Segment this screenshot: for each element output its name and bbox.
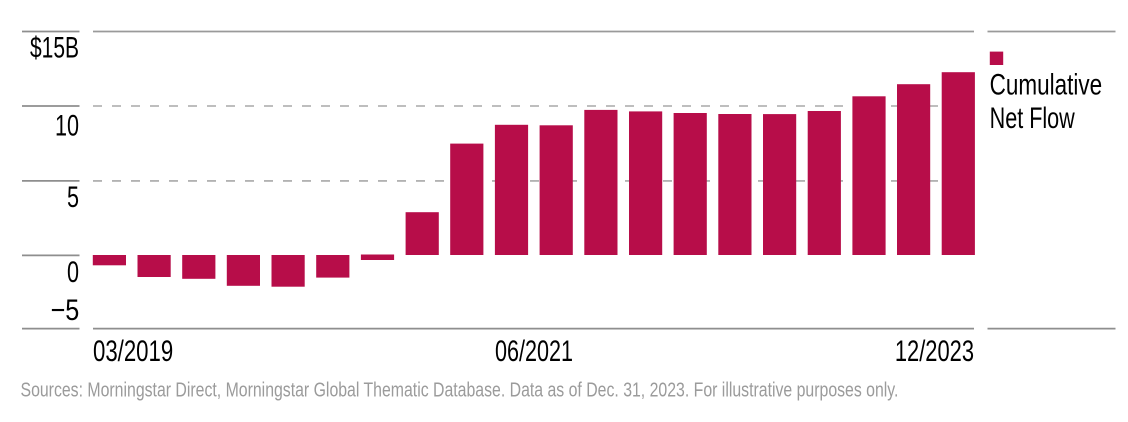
svg-text:06/2021: 06/2021 bbox=[495, 333, 573, 367]
svg-text:−5: −5 bbox=[51, 293, 80, 327]
svg-text:$15B: $15B bbox=[30, 32, 79, 64]
svg-text:12/2023: 12/2023 bbox=[895, 334, 974, 368]
svg-text:Cumulative: Cumulative bbox=[990, 67, 1102, 101]
svg-text:5: 5 bbox=[67, 179, 79, 213]
svg-text:Sources: Morningstar Direct, M: Sources: Morningstar Direct, Morningstar… bbox=[21, 379, 899, 401]
svg-text:Net Flow: Net Flow bbox=[990, 100, 1075, 134]
svg-text:0: 0 bbox=[67, 254, 79, 288]
svg-text:10: 10 bbox=[55, 108, 79, 142]
svg-text:03/2019: 03/2019 bbox=[93, 334, 173, 368]
